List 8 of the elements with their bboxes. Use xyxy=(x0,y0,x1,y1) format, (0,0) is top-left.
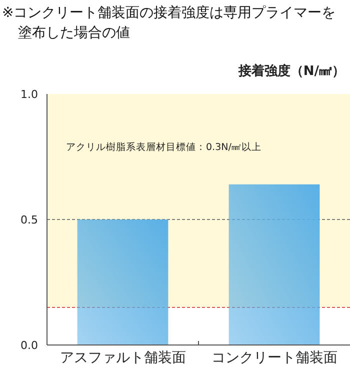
y-tick-label: 0.0 xyxy=(20,338,38,352)
y-axis-title: 接着強度（N/㎟） xyxy=(237,63,345,79)
y-tick-label: 0.5 xyxy=(20,213,38,226)
x-tick-label: アスファルト舗装面 xyxy=(60,350,186,366)
y-tick-label: 1.0 xyxy=(20,88,38,101)
x-tick-label: コンクリート舗装面 xyxy=(211,350,338,366)
chart-title: ※コンクリート舗装面の接着強度は専用プライマーを塗布した場合の値 xyxy=(2,5,336,41)
annotation: アクリル樹脂系表層材目標値：0.3N/㎟以上 xyxy=(66,141,262,153)
